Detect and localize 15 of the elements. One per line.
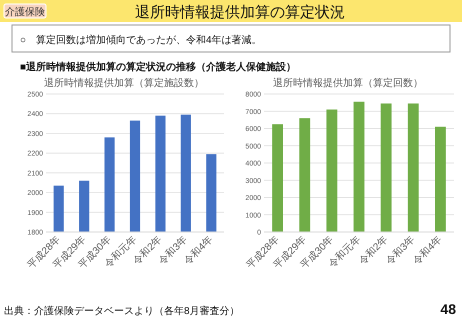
bar [354, 102, 364, 232]
bar [299, 118, 310, 232]
bar [435, 126, 446, 232]
bar [380, 103, 392, 232]
text: 退所時情報提供加算の算定状況 [135, 4, 345, 21]
chart-title: 退所時情報提供加算（算定施設数） [44, 77, 204, 89]
bar [326, 110, 338, 232]
text: 48 [440, 301, 456, 317]
source-note: 出典：介護保険データベースより（各年8月審査分） [4, 305, 240, 317]
text: ○ 算定回数は増加傾向であったが、令和4年は著減。 [20, 34, 262, 46]
bar [408, 103, 419, 232]
bar [272, 124, 283, 232]
text: 介護保険 [5, 6, 45, 18]
text: ■退所時情報提供加算の算定状況の推移（介護老人保健施設） [20, 61, 296, 73]
chart-title: 退所時情報提供加算（算定回数） [273, 77, 423, 89]
